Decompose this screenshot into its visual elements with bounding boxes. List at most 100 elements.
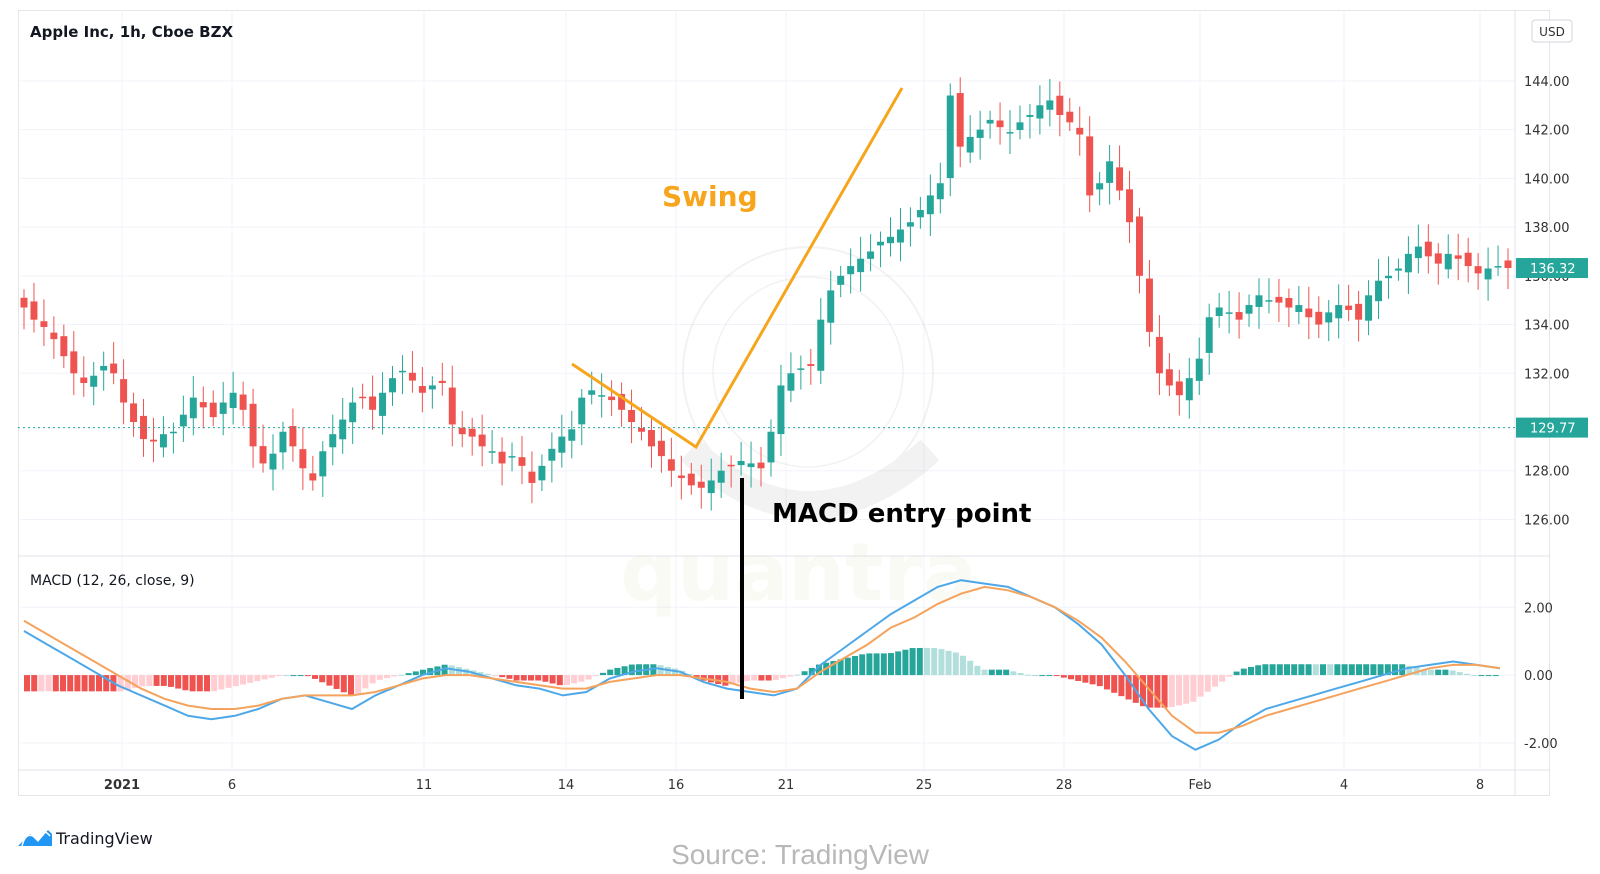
tradingview-logo[interactable]: TradingView	[18, 829, 153, 848]
candle-body	[717, 470, 725, 483]
macd-histogram-bar	[744, 675, 750, 682]
macd-axis[interactable]: -2.00 0.00 2.00	[1524, 601, 1558, 752]
candle-body	[518, 457, 526, 466]
macd-histogram-bar	[1068, 675, 1074, 680]
candle-body	[1265, 300, 1273, 302]
macd-histogram-bar	[736, 675, 743, 683]
candle-body	[827, 290, 835, 323]
source-caption: Source: TradingView	[671, 839, 930, 870]
candle-body	[309, 473, 317, 481]
macd-histogram-bar	[499, 675, 506, 678]
candle-body	[508, 456, 516, 458]
candle-body	[60, 336, 68, 357]
macd-histogram-bar	[535, 675, 542, 681]
macd-histogram-bar	[290, 675, 297, 677]
candle-body	[319, 451, 327, 477]
macd-histogram-bar	[628, 664, 635, 676]
macd-histogram-bar	[420, 669, 426, 676]
macd-histogram-bar	[1456, 672, 1463, 676]
candle-body	[1454, 255, 1462, 259]
macd-histogram-bar	[1377, 664, 1384, 676]
macd-histogram-bar	[1320, 664, 1326, 676]
macd-histogram-bar	[1442, 669, 1449, 676]
macd-histogram-bar	[1140, 675, 1146, 707]
macd-histogram-bar	[448, 665, 455, 676]
macd-histogram-bar	[398, 674, 405, 676]
candle-body	[1046, 100, 1054, 110]
candle-body	[628, 409, 636, 422]
currency-label: USD	[1539, 25, 1565, 39]
candle-body	[767, 431, 775, 463]
macd-histogram-bar	[564, 675, 570, 686]
macd-histogram-bar	[873, 653, 880, 676]
macd-histogram-bar	[369, 675, 376, 684]
time-tick-label: Feb	[1188, 778, 1211, 793]
candle-body	[1464, 252, 1472, 267]
macd-histogram-bar	[938, 649, 945, 676]
macd-histogram-bar	[1291, 664, 1298, 676]
tradingview-logo-text: TradingView	[55, 829, 153, 848]
candle-body	[1126, 189, 1134, 223]
macd-histogram-bar	[153, 675, 160, 686]
time-axis[interactable]: 2021 6 11 14 16 21 25 28 Feb 4 8	[104, 778, 1484, 793]
candle-body	[737, 460, 745, 466]
candle-body	[966, 136, 974, 153]
macd-histogram-bar	[664, 666, 671, 676]
macd-histogram-bar	[1226, 675, 1233, 677]
candle-body	[887, 236, 894, 244]
macd-histogram-bar	[1104, 675, 1110, 690]
currency-button[interactable]: USD	[1531, 19, 1573, 43]
candle-body	[528, 471, 536, 483]
macd-histogram-bar	[1204, 675, 1211, 692]
macd-histogram-bar	[556, 675, 563, 686]
macd-histogram-bar	[729, 675, 736, 685]
candle-body	[857, 258, 865, 273]
macd-histogram-bar	[38, 675, 45, 692]
candle-body	[956, 93, 964, 147]
macd-histogram-bar	[297, 675, 304, 677]
time-tick-label: 6	[228, 778, 236, 793]
macd-histogram-bar	[772, 675, 779, 680]
macd-histogram-bar	[571, 675, 578, 684]
candle-body	[269, 453, 277, 470]
candle-body	[777, 385, 785, 435]
macd-histogram-bar	[218, 675, 225, 690]
candle-body	[1195, 358, 1203, 381]
price-axis[interactable]: 126.00128.00132.00134.00136.00138.00140.…	[1524, 75, 1570, 529]
macd-histogram-bar	[1478, 675, 1485, 677]
candle-body	[926, 195, 934, 215]
macd-histogram-bar	[333, 675, 340, 689]
macd-histogram-bar	[1298, 664, 1305, 676]
macd-histogram-bar	[657, 665, 664, 676]
macd-histogram-bar	[1197, 675, 1204, 697]
candle-body	[588, 390, 596, 395]
candle-body	[1315, 311, 1323, 325]
candle-body	[1384, 275, 1392, 279]
candle-body	[149, 439, 157, 442]
candle-body	[797, 368, 805, 370]
candle-body	[896, 229, 904, 243]
macd-histogram-bar	[60, 675, 66, 692]
macd-histogram-bar	[405, 673, 412, 676]
macd-histogram-bar	[513, 675, 520, 681]
macd-histogram-bar	[1096, 675, 1103, 687]
candle-body	[1335, 305, 1343, 319]
candle-body	[279, 431, 287, 453]
macd-histogram-bar	[794, 674, 801, 676]
macd-histogram-bar	[261, 675, 268, 680]
last-price-tag: 136.32	[1516, 258, 1588, 279]
macd-histogram-bar	[1356, 664, 1362, 676]
macd-histogram-bar	[1435, 669, 1442, 676]
candle-body	[478, 434, 486, 447]
candle-body	[80, 377, 88, 384]
macd-histogram-bar	[600, 672, 606, 676]
macd-tick-label: -2.00	[1524, 737, 1558, 752]
macd-histogram-bar	[852, 656, 858, 676]
macd-histogram-bar	[888, 653, 894, 676]
time-tick-label: 14	[558, 778, 575, 793]
time-tick-label: 25	[916, 778, 933, 793]
candle-body	[1285, 297, 1293, 308]
time-tick-label: 16	[668, 778, 685, 793]
candle-body	[946, 95, 954, 179]
